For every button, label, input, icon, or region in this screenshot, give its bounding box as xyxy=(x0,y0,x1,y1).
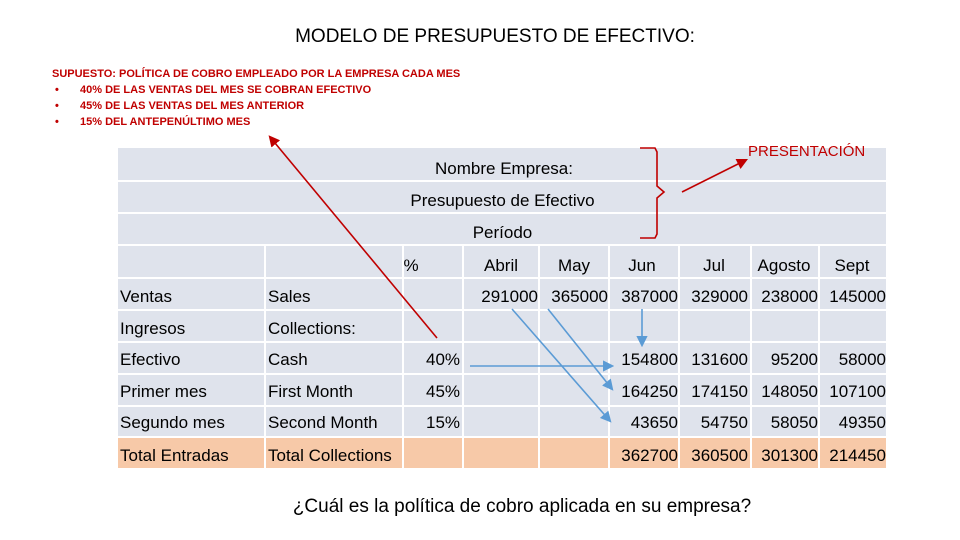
value-cell: 95200 xyxy=(770,350,818,369)
page-title: MODELO DE PRESUPUESTO DE EFECTIVO: xyxy=(295,26,695,47)
row-label-es: Total Entradas xyxy=(120,446,229,465)
value-cell: 145000 xyxy=(829,287,886,306)
row-label-en: Cash xyxy=(268,350,308,369)
value-cell: 301300 xyxy=(761,446,818,465)
value-cell: 360500 xyxy=(691,446,748,465)
table-col-divider xyxy=(750,244,752,468)
assumption-bullet: 45% DE LAS VENTAS DEL MES ANTERIOR xyxy=(52,98,460,114)
value-cell: 43650 xyxy=(630,413,678,432)
table-col-divider xyxy=(678,244,680,468)
value-cell: 214450 xyxy=(829,446,886,465)
policy-arrow xyxy=(268,135,438,339)
assumption-bullet: 40% DE LAS VENTAS DEL MES SE COBRAN EFEC… xyxy=(52,82,460,98)
month-header: May xyxy=(557,256,591,275)
percent-cell: 15% xyxy=(426,413,461,432)
value-cell: 365000 xyxy=(551,287,608,306)
table-col-divider xyxy=(462,244,464,468)
presentation-label: PRESENTACIÓN xyxy=(748,143,866,160)
value-cell: 174150 xyxy=(691,382,748,401)
value-cell: 148050 xyxy=(761,382,818,401)
company-name-label: Nombre Empresa: xyxy=(435,159,573,178)
month-header: Jun xyxy=(628,256,656,275)
table-col-divider xyxy=(818,244,820,468)
value-cell: 54750 xyxy=(700,413,748,432)
month-header: Sept xyxy=(834,256,870,275)
assumption-block: SUPUESTO: POLÍTICA DE COBRO EMPLEADO POR… xyxy=(52,66,460,130)
table-row-divider xyxy=(118,244,886,246)
table-row-divider xyxy=(118,436,886,438)
value-cell: 329000 xyxy=(691,287,748,306)
value-cell: 387000 xyxy=(621,287,678,306)
table-col-divider xyxy=(402,244,404,468)
row-label-es: Primer mes xyxy=(120,382,207,401)
table-col-divider xyxy=(538,244,540,468)
table-row-divider xyxy=(118,405,886,407)
period-label: Período xyxy=(472,223,533,242)
row-label-en: Total Collections xyxy=(268,446,392,465)
presentation-bracket xyxy=(640,147,666,239)
row-label-en: First Month xyxy=(268,382,354,401)
flow-arrow xyxy=(511,308,612,423)
presentation-arrow xyxy=(681,158,749,193)
percent-header: % xyxy=(403,256,419,275)
table-col-divider xyxy=(608,244,610,468)
row-label-en: Sales xyxy=(268,287,311,306)
row-label-es: Segundo mes xyxy=(120,413,225,432)
value-cell: 58000 xyxy=(838,350,886,369)
row-label-es: Efectivo xyxy=(120,350,181,369)
month-header: Agosto xyxy=(757,256,811,275)
assumption-heading: SUPUESTO: POLÍTICA DE COBRO EMPLEADO POR… xyxy=(52,68,461,80)
value-cell: 164250 xyxy=(621,382,678,401)
table-col-divider xyxy=(264,244,266,468)
value-cell: 131600 xyxy=(691,350,748,369)
value-cell: 238000 xyxy=(761,287,818,306)
table-row-divider xyxy=(118,341,886,343)
budget-table xyxy=(118,148,886,468)
value-cell: 49350 xyxy=(838,413,886,432)
table-row-divider xyxy=(118,180,886,182)
row-label-en: Second Month xyxy=(268,413,378,432)
value-cell: 291000 xyxy=(481,287,538,306)
month-header: Jul xyxy=(703,256,725,275)
value-cell: 154800 xyxy=(621,350,678,369)
value-cell: 58050 xyxy=(770,413,818,432)
question-text: ¿Cuál es la política de cobro aplicada e… xyxy=(292,496,752,517)
flow-arrow xyxy=(547,308,614,391)
row-label-es: Ingresos xyxy=(120,319,186,338)
table-row-divider xyxy=(118,373,886,375)
table-row-divider xyxy=(118,212,886,214)
total-row-highlight xyxy=(118,436,886,468)
assumption-bullet: 15% DEL ANTEPENÚLTIMO MES xyxy=(52,114,460,130)
table-row-divider xyxy=(118,277,886,279)
value-cell: 107100 xyxy=(829,382,886,401)
month-header: Abril xyxy=(483,256,518,275)
percent-cell: 40% xyxy=(426,350,461,369)
percent-cell: 45% xyxy=(426,382,461,401)
row-label-es: Ventas xyxy=(120,287,172,306)
budget-label: Presupuesto de Efectivo xyxy=(410,191,595,210)
value-cell: 362700 xyxy=(621,446,678,465)
row-label-en: Collections: xyxy=(268,319,356,338)
table-row-divider xyxy=(118,309,886,311)
